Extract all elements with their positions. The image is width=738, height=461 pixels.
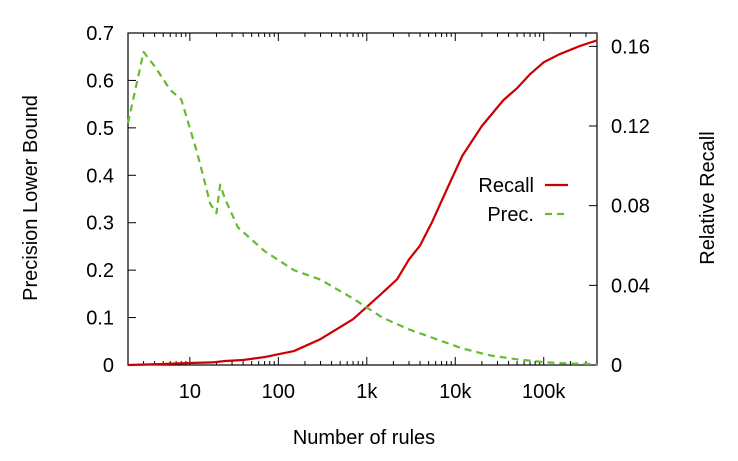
series-line-recall xyxy=(127,39,598,367)
y-left-tick-label: 0.7 xyxy=(86,23,114,45)
y-right-tick-label: 0.12 xyxy=(611,116,650,138)
y-right-tick-label: 0 xyxy=(611,355,622,377)
y-left-tick-label: 0.3 xyxy=(86,213,114,235)
y-right-tick-label: 0.04 xyxy=(611,275,650,297)
y-axis-left-title: Precision Lower Bound xyxy=(20,95,42,301)
x-tick-label: 100 xyxy=(262,381,295,403)
y-axis-right-title: Relative Recall xyxy=(697,131,719,264)
x-tick-label: 10 xyxy=(179,381,201,403)
legend-label: Prec. xyxy=(487,204,534,226)
y-left-tick-label: 0.6 xyxy=(86,70,114,92)
series-layer xyxy=(126,39,598,367)
y-left-tick-label: 0.4 xyxy=(86,165,114,187)
y-left-tick-label: 0.5 xyxy=(86,118,114,140)
x-axis-title: Number of rules xyxy=(293,427,435,449)
y-left-tick-label: 0.1 xyxy=(86,308,114,330)
x-axis-ticks: 10 100 1k 10k 100k xyxy=(127,33,598,403)
y-axis-left-ticks: 0 0.1 0.2 0.3 0.4 0.5 0.6 0.7 xyxy=(86,23,136,377)
x-tick-label: 100k xyxy=(522,381,566,403)
legend: Recall Prec. xyxy=(478,175,568,226)
y-left-tick-label: 0.2 xyxy=(86,260,114,282)
y-left-tick-label: 0 xyxy=(103,355,114,377)
y-axis-right-ticks: 0 0.04 0.08 0.12 0.16 xyxy=(589,36,650,377)
plot-frame xyxy=(127,32,598,366)
y-right-tick-label: 0.16 xyxy=(611,36,650,58)
legend-label: Recall xyxy=(478,175,534,197)
x-tick-label: 1k xyxy=(356,381,378,403)
x-tick-label: 10k xyxy=(439,381,472,403)
y-right-tick-label: 0.08 xyxy=(611,196,650,218)
series-line-prec xyxy=(126,50,598,366)
plot-border xyxy=(127,32,598,366)
